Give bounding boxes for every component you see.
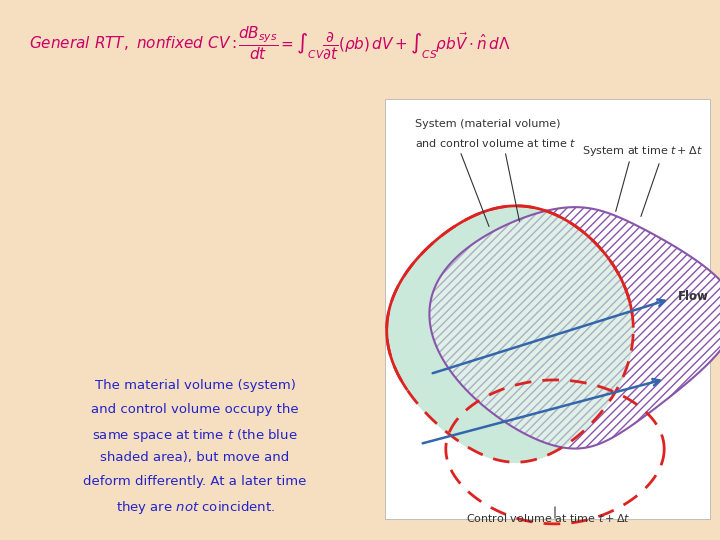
Text: The material volume (system): The material volume (system) [94,379,295,392]
Text: Control volume at time $t + \Delta t$: Control volume at time $t + \Delta t$ [466,512,630,524]
Text: they are $\mathit{not}$ coincident.: they are $\mathit{not}$ coincident. [115,499,274,516]
Text: Flow: Flow [678,289,709,302]
Text: and control volume occupy the: and control volume occupy the [91,403,299,416]
Polygon shape [387,206,634,462]
Text: deform differently. At a later time: deform differently. At a later time [84,475,307,488]
Text: System at time $t + \Delta t$: System at time $t + \Delta t$ [582,144,703,158]
Text: System (material volume): System (material volume) [415,119,560,129]
FancyBboxPatch shape [385,99,710,519]
Text: and control volume at time $t$: and control volume at time $t$ [415,137,577,149]
Text: $\mathit{General\ RTT,\ nonfixed\ CV:}$: $\mathit{General\ RTT,\ nonfixed\ CV:}$ [29,34,237,52]
Polygon shape [429,207,720,449]
Text: same space at time $t$ (the blue: same space at time $t$ (the blue [92,427,298,444]
Polygon shape [387,206,634,462]
Text: $\dfrac{dB_{sys}}{dt} = \int_{CV} \dfrac{\partial}{\partial t}(\rho b)\,dV + \in: $\dfrac{dB_{sys}}{dt} = \int_{CV} \dfrac… [238,24,510,62]
Text: shaded area), but move and: shaded area), but move and [100,451,289,464]
